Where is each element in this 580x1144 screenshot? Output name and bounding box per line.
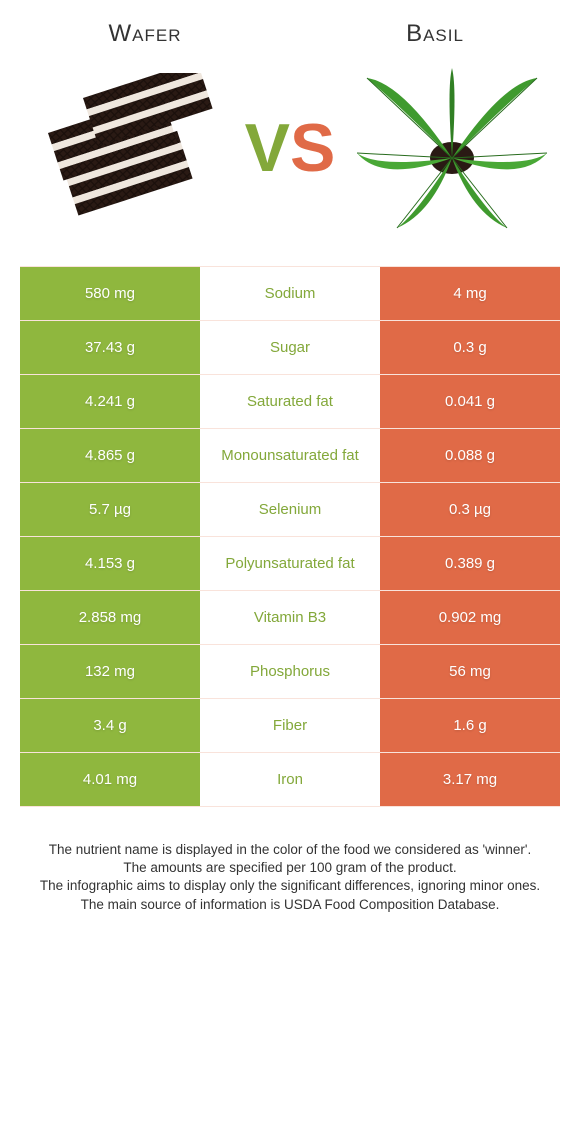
left-value: 4.241 g — [20, 375, 200, 428]
footer-notes: The nutrient name is displayed in the co… — [30, 841, 550, 914]
right-food-title: Basil — [290, 20, 580, 48]
right-value: 0.3 µg — [380, 483, 560, 536]
nutrient-table: 580 mgSodium4 mg37.43 gSugar0.3 g4.241 g… — [20, 266, 560, 807]
nutrient-label: Sugar — [200, 321, 380, 374]
table-row: 4.01 mgIron3.17 mg — [20, 753, 560, 807]
left-value: 37.43 g — [20, 321, 200, 374]
footer-line: The amounts are specified per 100 gram o… — [30, 859, 550, 877]
right-value: 0.041 g — [380, 375, 560, 428]
wafer-illustration — [28, 63, 228, 233]
nutrient-label: Iron — [200, 753, 380, 806]
left-value: 4.865 g — [20, 429, 200, 482]
left-value: 3.4 g — [20, 699, 200, 752]
nutrient-label: Fiber — [200, 699, 380, 752]
right-value: 0.902 mg — [380, 591, 560, 644]
footer-line: The infographic aims to display only the… — [30, 877, 550, 895]
hero-row: VS — [0, 48, 580, 248]
table-row: 132 mgPhosphorus56 mg — [20, 645, 560, 699]
table-row: 4.865 gMonounsaturated fat0.088 g — [20, 429, 560, 483]
title-row: Wafer Basil — [0, 0, 580, 48]
right-value: 4 mg — [380, 267, 560, 320]
footer-line: The main source of information is USDA F… — [30, 896, 550, 914]
vs-label: VS — [245, 109, 336, 187]
table-row: 2.858 mgVitamin B30.902 mg — [20, 591, 560, 645]
nutrient-label: Vitamin B3 — [200, 591, 380, 644]
basil-illustration — [352, 63, 552, 233]
vs-letter-s: S — [290, 109, 335, 187]
right-value: 0.088 g — [380, 429, 560, 482]
left-value: 4.01 mg — [20, 753, 200, 806]
right-value: 0.3 g — [380, 321, 560, 374]
nutrient-label: Saturated fat — [200, 375, 380, 428]
table-row: 580 mgSodium4 mg — [20, 267, 560, 321]
table-row: 4.241 gSaturated fat0.041 g — [20, 375, 560, 429]
right-value: 3.17 mg — [380, 753, 560, 806]
left-value: 5.7 µg — [20, 483, 200, 536]
right-value: 1.6 g — [380, 699, 560, 752]
nutrient-label: Polyunsaturated fat — [200, 537, 380, 590]
left-food-title: Wafer — [0, 20, 290, 48]
nutrient-label: Sodium — [200, 267, 380, 320]
left-value: 132 mg — [20, 645, 200, 698]
table-row: 3.4 gFiber1.6 g — [20, 699, 560, 753]
left-value: 580 mg — [20, 267, 200, 320]
table-row: 37.43 gSugar0.3 g — [20, 321, 560, 375]
table-row: 4.153 gPolyunsaturated fat0.389 g — [20, 537, 560, 591]
left-value: 2.858 mg — [20, 591, 200, 644]
right-value: 56 mg — [380, 645, 560, 698]
nutrient-label: Selenium — [200, 483, 380, 536]
left-value: 4.153 g — [20, 537, 200, 590]
vs-letter-v: V — [245, 109, 290, 187]
right-value: 0.389 g — [380, 537, 560, 590]
table-row: 5.7 µgSelenium0.3 µg — [20, 483, 560, 537]
nutrient-label: Monounsaturated fat — [200, 429, 380, 482]
nutrient-label: Phosphorus — [200, 645, 380, 698]
footer-line: The nutrient name is displayed in the co… — [30, 841, 550, 859]
